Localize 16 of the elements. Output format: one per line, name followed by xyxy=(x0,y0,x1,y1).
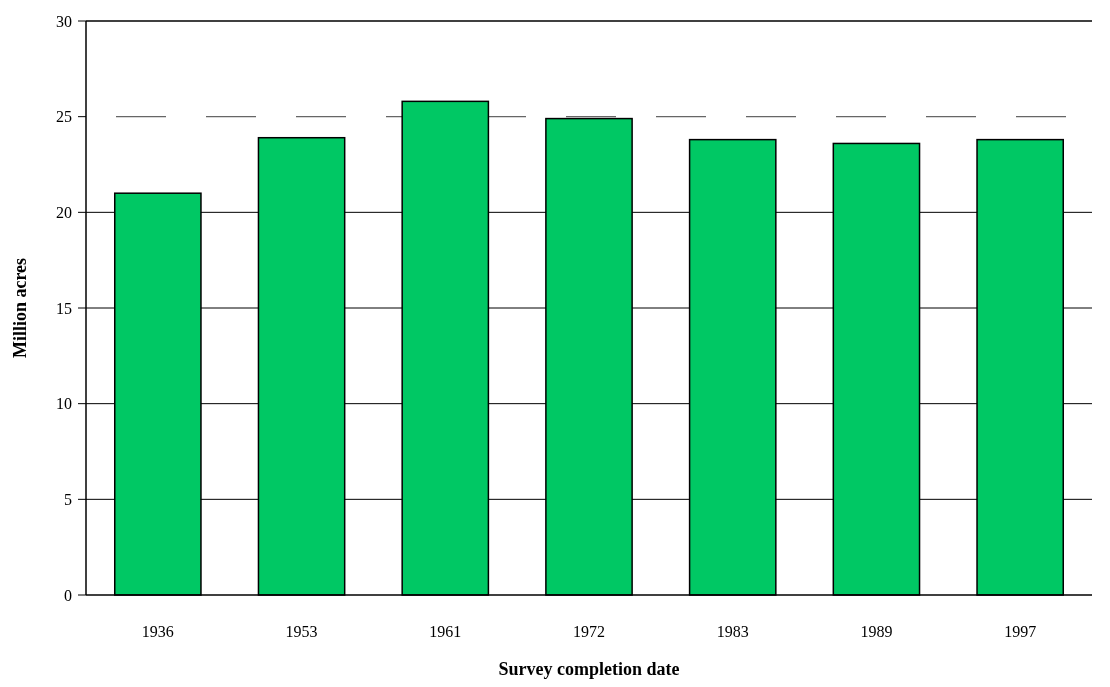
x-tick-label: 1972 xyxy=(573,623,605,640)
y-tick-label: 5 xyxy=(64,490,72,508)
x-tick-label: 1961 xyxy=(429,623,462,640)
x-axis-title: Survey completion date xyxy=(498,659,680,679)
y-tick-label: 30 xyxy=(56,12,72,30)
x-tick-label: 1989 xyxy=(860,623,893,640)
y-tick-label: 15 xyxy=(56,299,72,317)
x-tick-label: 1936 xyxy=(141,623,174,640)
x-tick-label: 1997 xyxy=(1004,623,1037,640)
x-tick-label: 1983 xyxy=(716,623,749,640)
y-tick-label: 10 xyxy=(56,395,72,413)
y-axis-title: Million acres xyxy=(10,257,30,359)
y-tick-label: 20 xyxy=(56,203,72,221)
y-tick-label: 0 xyxy=(64,586,72,604)
y-tick-label: 25 xyxy=(56,108,72,126)
x-tick-label: 1953 xyxy=(285,623,318,640)
